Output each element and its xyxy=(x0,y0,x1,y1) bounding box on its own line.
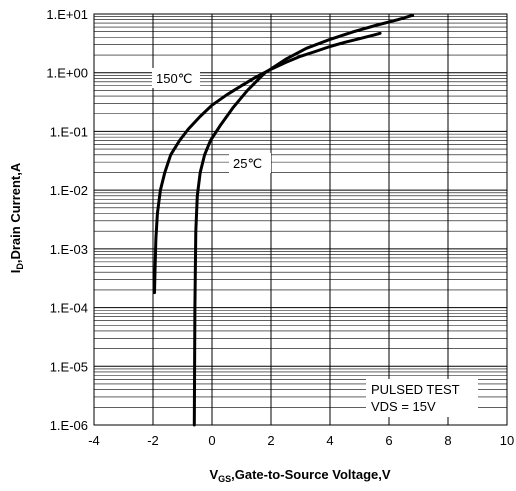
series-line-25c xyxy=(192,13,415,427)
x-tick-label: 6 xyxy=(385,433,392,448)
test-box xyxy=(366,379,478,417)
y-tick-label: 1.E-04 xyxy=(50,301,88,316)
x-axis-label-rest: ,Gate-to-Source Voltage,V xyxy=(231,467,391,482)
y-axis-label: ID,Drain Current,A xyxy=(8,162,25,273)
x-axis-label-main: V xyxy=(209,467,218,482)
y-tick-label: 1.E-01 xyxy=(50,124,88,139)
y-tick-label: 1.E-03 xyxy=(50,242,88,257)
x-tick-label: 2 xyxy=(267,433,274,448)
label-150-background xyxy=(152,68,200,88)
x-tick-label: -4 xyxy=(88,433,100,448)
label-25-background xyxy=(229,153,271,173)
y-axis-label-rest: ,Drain Current,A xyxy=(8,162,23,263)
x-tick-label: 10 xyxy=(500,433,514,448)
series-lines xyxy=(153,13,415,427)
x-axis-label-sub: GS xyxy=(218,474,231,484)
y-axis-label-main: I xyxy=(8,270,23,274)
x-axis-label: VGS,Gate-to-Source Voltage,V xyxy=(209,467,390,484)
series-line-150c xyxy=(153,31,382,295)
y-tick-label: 1.E-02 xyxy=(50,183,88,198)
y-tick-label: 1.E-06 xyxy=(50,418,88,433)
y-tick-label: 1.E-05 xyxy=(50,359,88,374)
label-25: 25℃ xyxy=(233,156,262,171)
test-line-2: VDS = 15V xyxy=(371,399,436,414)
y-tick-label: 1.E+01 xyxy=(46,7,88,22)
plot-frame xyxy=(93,13,508,426)
y-axis-label-sub: D xyxy=(15,263,25,270)
test-line-1: PULSED TEST xyxy=(371,382,460,397)
label-150: 150℃ xyxy=(156,71,192,86)
tick-labels: -4 -2 0 2 4 6 8 10 1.E-06 1.E-05 1.E-04 1.E-03 1.E-0… xyxy=(46,7,514,448)
x-tick-label: 8 xyxy=(444,433,451,448)
x-tick-label: -2 xyxy=(147,433,159,448)
y-tick-label: 1.E+00 xyxy=(46,66,88,81)
x-tick-label: 0 xyxy=(208,433,215,448)
x-tick-label: 4 xyxy=(326,433,333,448)
